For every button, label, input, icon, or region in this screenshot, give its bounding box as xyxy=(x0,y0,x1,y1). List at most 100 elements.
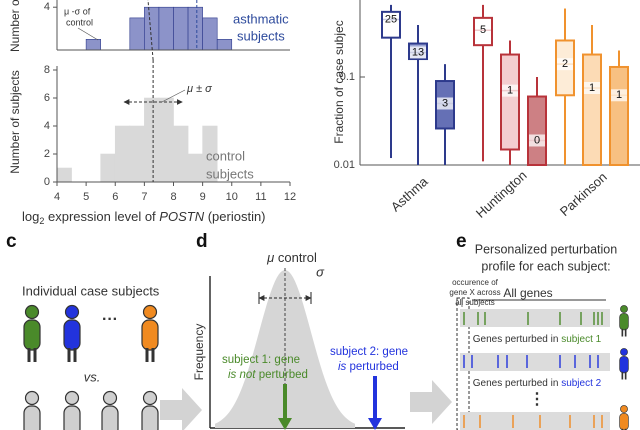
count-label: 0 xyxy=(534,134,540,146)
group-label: asthmatic xyxy=(233,11,289,26)
mean-line xyxy=(147,0,154,61)
dots: ⋮ xyxy=(529,391,545,408)
annotation: occurence of xyxy=(452,278,499,287)
rest: perturbed xyxy=(350,361,399,373)
panel-label: c xyxy=(6,231,17,252)
row-subject: subject 1 xyxy=(561,334,601,345)
group-label: control xyxy=(206,148,245,163)
bar xyxy=(144,97,160,183)
emph: is xyxy=(338,361,347,373)
count-label: 3 xyxy=(442,97,448,109)
bar xyxy=(173,6,189,51)
count-label: 5 xyxy=(480,24,486,36)
ellipsis: ··· xyxy=(102,311,118,328)
vs-label: vs. xyxy=(84,369,101,384)
subject1-label: is not perturbed xyxy=(228,369,308,381)
bar xyxy=(100,153,116,183)
person-icon xyxy=(619,405,629,430)
gene-band xyxy=(460,412,610,430)
count-label: 2 xyxy=(562,58,568,70)
y-axis-label: Number of subjects xyxy=(8,70,22,173)
y-tick-label: 4 xyxy=(44,120,50,132)
panel-title: Individual case subjects xyxy=(22,283,160,298)
bar xyxy=(216,39,233,51)
x-label-part: log xyxy=(22,209,39,224)
body xyxy=(63,319,81,351)
x-label-part: expression level of xyxy=(48,209,156,224)
head xyxy=(620,405,628,413)
row-text: Genes perturbed in xyxy=(473,334,559,345)
emph: is not xyxy=(228,369,256,381)
panel-title: Personalized perturbation xyxy=(475,242,617,256)
flow-arrow xyxy=(410,380,452,424)
bar xyxy=(158,97,174,183)
head xyxy=(142,304,158,320)
box xyxy=(609,65,629,166)
body xyxy=(619,413,629,430)
bar xyxy=(187,153,203,183)
subject2-head xyxy=(368,418,382,430)
x-tick-label: Parkinson xyxy=(557,169,610,219)
count-label: 13 xyxy=(412,46,424,58)
subject1-head xyxy=(278,418,292,430)
x-tick-label: Asthma xyxy=(388,173,431,214)
sd-leader xyxy=(161,89,186,103)
body xyxy=(141,405,159,430)
head xyxy=(620,305,628,313)
head xyxy=(142,390,158,406)
x-label-part: POSTN xyxy=(159,209,204,224)
row-text: Genes perturbed in xyxy=(473,378,559,389)
gene-band xyxy=(460,309,610,327)
group-label: subjects xyxy=(237,28,285,43)
annotation: μ ± σ xyxy=(186,83,212,95)
x-tick-label: 8 xyxy=(170,191,176,203)
head xyxy=(24,390,40,406)
person-icon xyxy=(63,390,81,430)
x-tick-label: 5 xyxy=(83,191,89,203)
control: control xyxy=(278,250,317,265)
sigma: σ xyxy=(316,264,325,279)
person-icon xyxy=(619,305,629,337)
panel-label: d xyxy=(196,231,208,252)
body xyxy=(141,319,159,351)
flow-arrow xyxy=(160,388,202,430)
bar xyxy=(129,17,145,51)
x-label-sub: 2 xyxy=(39,216,44,226)
y-tick-label: 2 xyxy=(44,148,50,160)
bar xyxy=(56,167,72,183)
count-label: 1 xyxy=(507,85,513,97)
annotation-leader xyxy=(77,27,99,41)
box xyxy=(527,95,547,166)
body xyxy=(23,405,41,430)
x-tick-label: 9 xyxy=(200,191,206,203)
x-axis-label: log2 expression level of POSTN (periosti… xyxy=(22,209,266,228)
x-tick-label: 10 xyxy=(226,191,238,203)
count-bg xyxy=(557,58,573,71)
box xyxy=(582,53,602,166)
x-tick-label: 4 xyxy=(54,191,60,203)
count-bg xyxy=(502,84,518,97)
head xyxy=(620,348,628,356)
bar xyxy=(187,6,203,51)
person-icon xyxy=(63,304,81,362)
subject1-label: subject 1: gene xyxy=(222,354,300,366)
x-tick-label: 7 xyxy=(141,191,147,203)
box xyxy=(500,53,520,151)
row-label: Genes perturbed in subject 2 xyxy=(473,378,602,389)
count-bg xyxy=(437,97,453,110)
count-label: 1 xyxy=(616,89,622,101)
count-bg xyxy=(475,24,491,37)
x-tick-label: 11 xyxy=(255,191,266,203)
annotation: all subjects xyxy=(455,298,495,307)
count-bg xyxy=(410,46,426,59)
subject2-label: subject 2: gene xyxy=(330,346,408,358)
body xyxy=(23,319,41,351)
mu: μ xyxy=(266,250,274,265)
y-tick-label: 0.1 xyxy=(340,71,355,83)
annotation: control xyxy=(66,17,93,27)
head xyxy=(24,304,40,320)
count-label: 25 xyxy=(385,13,397,25)
group-label: subjects xyxy=(206,166,254,181)
